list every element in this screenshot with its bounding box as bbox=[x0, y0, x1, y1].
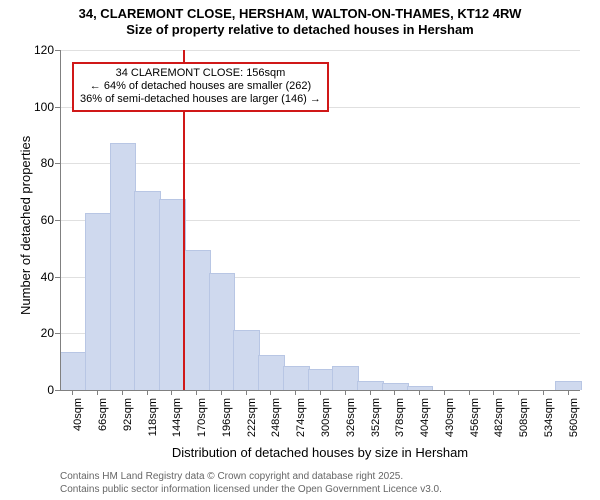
histogram-bar bbox=[308, 369, 335, 390]
x-tick-label: 534sqm bbox=[543, 398, 555, 448]
y-tick-label: 40 bbox=[24, 270, 54, 284]
callout-line-3: 36% of semi-detached houses are larger (… bbox=[80, 93, 321, 106]
footer-block: Contains HM Land Registry data © Crown c… bbox=[60, 470, 442, 496]
x-tick-label: 170sqm bbox=[196, 398, 208, 448]
x-tick-label: 92sqm bbox=[122, 398, 134, 448]
title-block: 34, CLAREMONT CLOSE, HERSHAM, WALTON-ON-… bbox=[0, 0, 600, 39]
x-tick-label: 352sqm bbox=[370, 398, 382, 448]
callout-box: 34 CLAREMONT CLOSE: 156sqm ← 64% of deta… bbox=[72, 62, 329, 112]
y-tick-label: 120 bbox=[24, 43, 54, 57]
x-tick-label: 248sqm bbox=[270, 398, 282, 448]
histogram-bar bbox=[233, 330, 260, 391]
histogram-bar bbox=[134, 191, 161, 390]
histogram-bar bbox=[382, 383, 409, 390]
callout-line-1: 34 CLAREMONT CLOSE: 156sqm bbox=[80, 67, 321, 80]
x-tick-label: 144sqm bbox=[171, 398, 183, 448]
x-tick-label: 222sqm bbox=[246, 398, 258, 448]
y-tick-label: 0 bbox=[24, 383, 54, 397]
x-tick-label: 118sqm bbox=[147, 398, 159, 448]
y-tick-label: 80 bbox=[24, 156, 54, 170]
histogram-bar bbox=[85, 213, 112, 390]
x-tick-label: 560sqm bbox=[568, 398, 580, 448]
x-tick-label: 378sqm bbox=[394, 398, 406, 448]
footer-line-2: Contains public sector information licen… bbox=[60, 483, 442, 496]
x-tick-label: 300sqm bbox=[320, 398, 332, 448]
x-axis-line bbox=[60, 390, 580, 391]
gridline bbox=[60, 163, 580, 164]
title-line-2: Size of property relative to detached ho… bbox=[0, 22, 600, 38]
x-tick-label: 456sqm bbox=[469, 398, 481, 448]
y-tick-label: 60 bbox=[24, 213, 54, 227]
histogram-bar bbox=[60, 352, 87, 390]
x-tick-label: 40sqm bbox=[72, 398, 84, 448]
title-line-1: 34, CLAREMONT CLOSE, HERSHAM, WALTON-ON-… bbox=[0, 6, 600, 22]
histogram-bar bbox=[184, 250, 211, 390]
x-tick-label: 196sqm bbox=[221, 398, 233, 448]
y-tick-label: 20 bbox=[24, 326, 54, 340]
histogram-bar bbox=[357, 381, 384, 391]
gridline bbox=[60, 50, 580, 51]
x-tick-label: 326sqm bbox=[345, 398, 357, 448]
histogram-bar bbox=[159, 199, 186, 390]
y-axis-line bbox=[60, 50, 61, 390]
histogram-bar bbox=[332, 366, 359, 390]
chart-container: 34, CLAREMONT CLOSE, HERSHAM, WALTON-ON-… bbox=[0, 0, 600, 500]
x-tick-label: 508sqm bbox=[518, 398, 530, 448]
histogram-bar bbox=[555, 381, 582, 391]
x-tick-label: 274sqm bbox=[295, 398, 307, 448]
y-tick-label: 100 bbox=[24, 100, 54, 114]
x-tick-label: 482sqm bbox=[493, 398, 505, 448]
x-tick-label: 404sqm bbox=[419, 398, 431, 448]
histogram-bar bbox=[110, 143, 137, 391]
histogram-bar bbox=[283, 366, 310, 390]
histogram-bar bbox=[258, 355, 285, 390]
x-tick-label: 66sqm bbox=[97, 398, 109, 448]
x-tick-label: 430sqm bbox=[444, 398, 456, 448]
histogram-bar bbox=[209, 273, 236, 390]
callout-line-2: ← 64% of detached houses are smaller (26… bbox=[80, 80, 321, 93]
footer-line-1: Contains HM Land Registry data © Crown c… bbox=[60, 470, 442, 483]
